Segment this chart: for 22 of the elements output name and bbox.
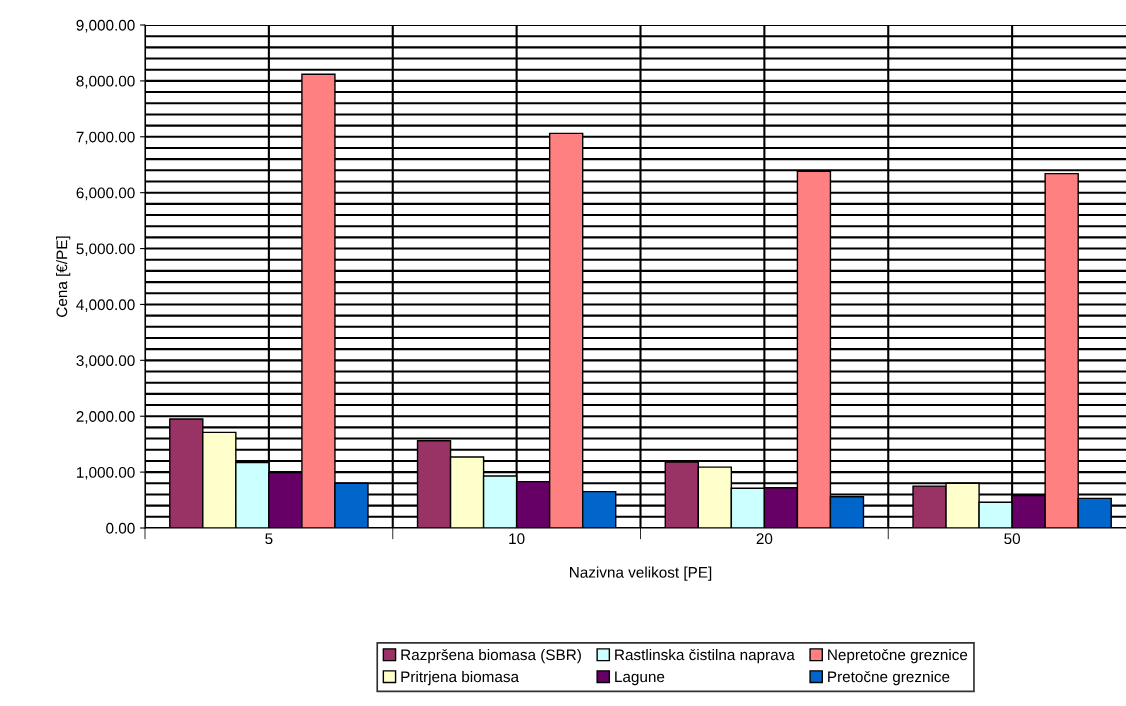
y-tick-label: 6,000.00 xyxy=(76,187,135,201)
y-tick-label: 5,000.00 xyxy=(76,243,135,257)
legend-label: Nepretočne greznice xyxy=(828,648,968,664)
x-tick-label: 5 xyxy=(265,533,273,545)
legend-label: Lagune xyxy=(615,671,665,686)
x-axis-title: Nazivna velikost [PE] xyxy=(570,566,712,581)
y-tick-label: 4,000.00 xyxy=(76,299,135,312)
legend-label: Pritrjena biomasa xyxy=(401,670,520,686)
y-tick-label: 3,000.00 xyxy=(76,355,135,368)
y-tick-label: 0.00 xyxy=(106,522,135,534)
x-tick-label: 50 xyxy=(1004,533,1021,545)
y-tick-label: 7,000.00 xyxy=(76,131,135,145)
x-tick-label: 20 xyxy=(756,533,773,545)
x-tick-label: 10 xyxy=(509,533,525,545)
legend-label: Rastlinska čistilna naprava xyxy=(615,648,795,664)
y-axis-title: Cena [€/PE] xyxy=(56,236,71,317)
y-tick-label: 9,000.00 xyxy=(76,19,135,33)
legend-label: Pretočne greznice xyxy=(828,670,950,686)
y-tick-label: 2,000.00 xyxy=(76,411,135,424)
legend-label: Razpršena biomasa (SBR) xyxy=(401,648,581,664)
y-tick-label: 8,000.00 xyxy=(76,75,135,89)
y-tick-label: 1,000.00 xyxy=(76,466,135,480)
